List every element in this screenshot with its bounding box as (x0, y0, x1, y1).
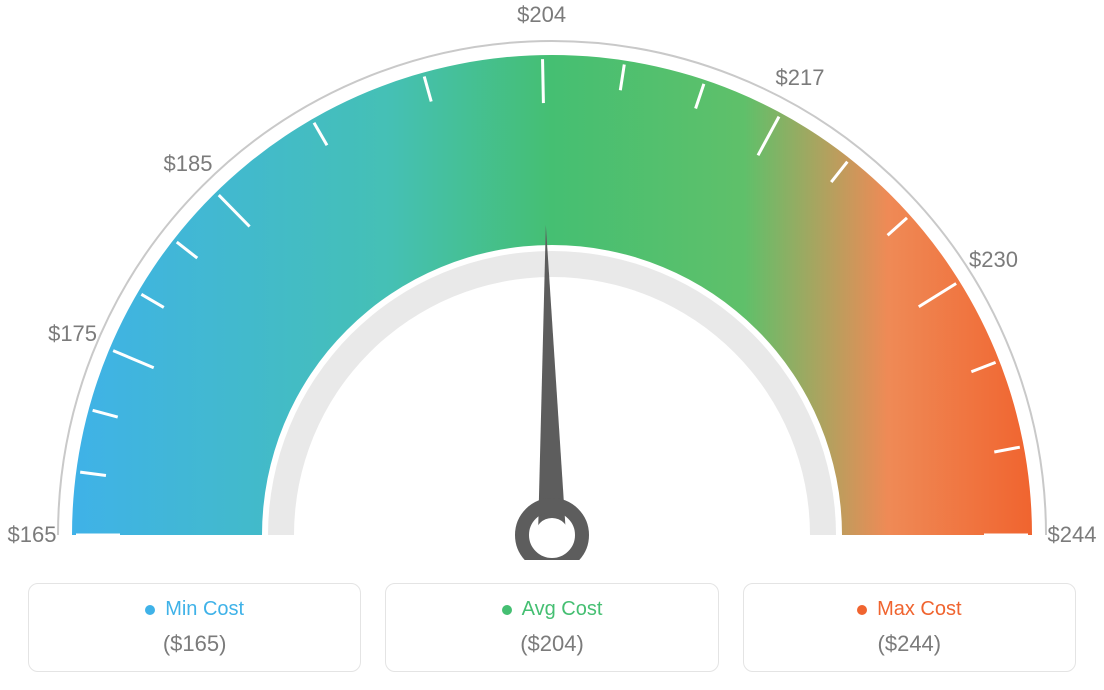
legend-title-max: Max Cost (857, 598, 961, 621)
legend-value: ($204) (386, 631, 717, 657)
gauge-tick-label: $244 (1048, 522, 1097, 548)
legend-dot-icon (857, 605, 867, 615)
legend-value: ($244) (744, 631, 1075, 657)
gauge-tick-label: $165 (8, 522, 57, 548)
legend-row: Min Cost ($165) Avg Cost ($204) Max Cost ($24… (0, 583, 1104, 672)
cost-gauge: $165 $175 $185 $204 $217 $230 $244 (0, 0, 1104, 560)
gauge-svg (0, 0, 1104, 560)
gauge-tick-label: $217 (775, 65, 824, 91)
legend-dot-icon (145, 605, 155, 615)
gauge-tick-label: $204 (517, 2, 566, 28)
legend-value: ($165) (29, 631, 360, 657)
legend-dot-icon (502, 605, 512, 615)
gauge-tick-label: $230 (969, 247, 1018, 273)
legend-card-avg: Avg Cost ($204) (385, 583, 718, 672)
legend-title-avg: Avg Cost (502, 598, 603, 621)
legend-card-min: Min Cost ($165) (28, 583, 361, 672)
gauge-tick-label: $175 (48, 321, 97, 347)
gauge-tick-label: $185 (163, 151, 212, 177)
legend-label: Min Cost (165, 598, 244, 621)
legend-label: Avg Cost (522, 598, 603, 621)
legend-label: Max Cost (877, 598, 961, 621)
legend-card-max: Max Cost ($244) (743, 583, 1076, 672)
legend-title-min: Min Cost (145, 598, 244, 621)
